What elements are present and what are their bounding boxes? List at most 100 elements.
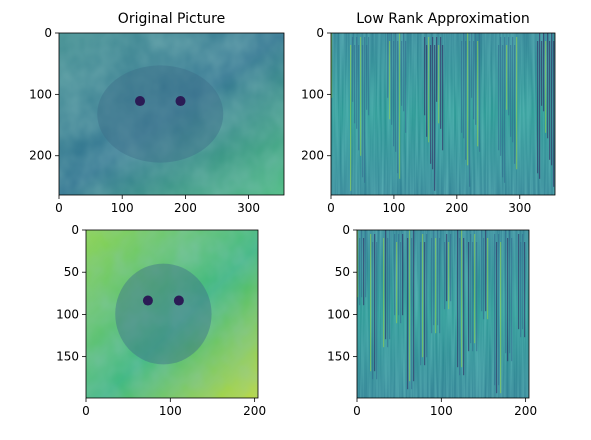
streak <box>520 242 522 338</box>
x-tick-label: 100 <box>111 201 134 215</box>
subplot-1: Original Picture 0 100 200 300 0 100 200 <box>29 11 285 215</box>
streak <box>366 45 368 110</box>
streak <box>468 242 470 352</box>
x-tick-label: 200 <box>174 201 197 215</box>
streak <box>331 33 333 98</box>
x-tick-label: 0 <box>327 201 335 215</box>
streak <box>424 37 426 116</box>
streak <box>405 41 407 133</box>
subplot-3: 0 100 200 0 50 100 150 <box>56 223 266 418</box>
streak <box>498 45 500 151</box>
streak <box>437 230 439 326</box>
streak <box>537 41 539 174</box>
y-tick-label: 200 <box>29 149 52 163</box>
subplot-2: Low Rank Approximation 0 100 200 300 0 100 200 <box>301 11 556 215</box>
y-tick-label: 0 <box>71 223 79 237</box>
streak <box>368 37 370 116</box>
streak <box>394 234 396 316</box>
streak <box>549 41 551 160</box>
y-tick-label: 50 <box>335 265 350 279</box>
streak <box>485 230 487 312</box>
y-tick-label: 100 <box>301 87 324 101</box>
streak <box>463 33 465 139</box>
streak <box>393 41 395 147</box>
streak <box>428 37 430 143</box>
streak <box>474 234 476 344</box>
streak <box>446 234 448 302</box>
streak <box>430 45 432 164</box>
streak <box>509 230 511 354</box>
heatmap-texture <box>86 230 258 398</box>
streak <box>463 238 465 376</box>
streak <box>481 230 483 312</box>
streak <box>508 37 510 116</box>
streak <box>469 41 471 187</box>
y-tick-label: 0 <box>316 26 324 40</box>
cat-eye-right <box>175 96 186 107</box>
x-tick-label: 300 <box>508 201 531 215</box>
streak <box>541 41 543 106</box>
streak <box>444 242 446 310</box>
y-tick-label: 150 <box>327 350 350 364</box>
streak <box>553 41 555 187</box>
streak <box>512 37 514 143</box>
subplot-4: 0 100 200 0 50 100 150 <box>327 223 537 418</box>
streak <box>350 45 352 191</box>
streak <box>442 45 444 151</box>
streak <box>424 242 426 366</box>
streak <box>543 33 545 112</box>
streak <box>372 242 374 380</box>
subplot-title: Low Rank Approximation <box>356 11 530 27</box>
streak <box>374 234 376 372</box>
streak <box>400 242 402 324</box>
streak <box>395 33 397 152</box>
streak <box>483 238 485 320</box>
streak <box>370 234 372 372</box>
streak <box>477 41 479 147</box>
streak <box>376 242 378 380</box>
streak <box>467 33 469 166</box>
streak <box>431 238 433 334</box>
y-tick-label: 100 <box>56 307 79 321</box>
streak <box>362 45 364 178</box>
y-tick-label: 100 <box>327 307 350 321</box>
streak <box>433 230 435 326</box>
y-tick-label: 100 <box>29 87 52 101</box>
streak <box>354 45 356 124</box>
heatmap-texture <box>59 33 284 195</box>
streak <box>539 33 541 179</box>
axes-frame <box>85 229 259 399</box>
streak <box>516 37 518 170</box>
streak <box>511 238 513 362</box>
y-tick-label: 150 <box>56 350 79 364</box>
streak <box>479 33 481 152</box>
streak <box>359 238 361 306</box>
cat-eye-right <box>173 295 184 306</box>
x-tick-label: 100 <box>159 404 182 418</box>
y-tick-label: 200 <box>301 149 324 163</box>
streak <box>361 230 363 298</box>
streak <box>498 234 500 386</box>
streak <box>465 41 467 160</box>
streak <box>356 37 358 129</box>
x-tick-label: 0 <box>353 404 361 418</box>
streak <box>448 242 450 310</box>
streak <box>510 45 512 137</box>
streak <box>396 242 398 324</box>
streak <box>411 238 413 390</box>
streak <box>387 33 389 98</box>
x-tick-label: 0 <box>55 201 63 215</box>
streak <box>413 230 415 382</box>
streak <box>475 33 477 125</box>
streak <box>401 41 403 106</box>
cat-face-shape <box>97 65 224 163</box>
streak <box>500 242 502 394</box>
axes-frame <box>356 229 530 399</box>
streak <box>494 234 496 386</box>
axes-frame <box>330 32 556 196</box>
streak <box>435 238 437 334</box>
cat-face-shape <box>115 263 212 365</box>
streak <box>471 33 473 98</box>
streak <box>389 41 391 120</box>
